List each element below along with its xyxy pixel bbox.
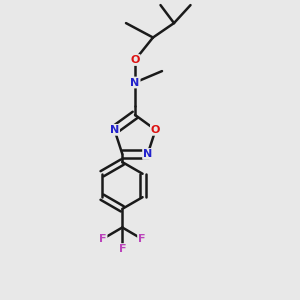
Text: F: F (118, 244, 126, 254)
Text: N: N (110, 125, 119, 135)
Text: F: F (99, 234, 106, 244)
Text: O: O (151, 125, 160, 135)
Text: N: N (143, 149, 152, 159)
Text: F: F (138, 234, 146, 244)
Text: O: O (130, 55, 140, 65)
Text: N: N (130, 77, 140, 88)
